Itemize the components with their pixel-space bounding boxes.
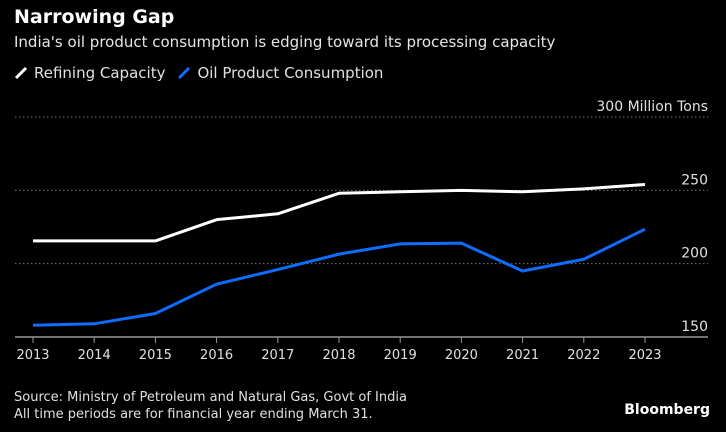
legend-label-consumption: Oil Product Consumption <box>197 64 384 82</box>
x-tick-label: 2014 <box>78 348 111 363</box>
legend-swatch-refining-icon <box>14 66 28 80</box>
x-tick-label: 2023 <box>628 348 661 363</box>
legend-item-consumption: Oil Product Consumption <box>177 64 383 82</box>
period-note: All time periods are for financial year … <box>14 407 373 422</box>
bloomberg-logo: Bloomberg <box>624 402 710 418</box>
source-note: Source: Ministry of Petroleum and Natura… <box>14 389 407 423</box>
x-tick-label: 2015 <box>139 348 172 363</box>
series-line-refining-capacity <box>33 182 646 243</box>
x-tick-label: 2016 <box>200 348 233 363</box>
legend: Refining Capacity Oil Product Consumptio… <box>14 64 395 82</box>
y-tick-label: 300 Million Tons <box>596 99 708 115</box>
legend-item-refining: Refining Capacity <box>14 64 165 82</box>
x-tick-label: 2022 <box>567 348 600 363</box>
y-tick-label: 250 <box>681 172 708 188</box>
x-tick-label: 2019 <box>384 348 417 363</box>
chart-subtitle: India's oil product consumption is edgin… <box>14 33 556 51</box>
x-tick-label: 2013 <box>16 348 49 363</box>
legend-swatch-consumption-icon <box>178 66 191 80</box>
chart-title: Narrowing Gap <box>14 6 175 28</box>
x-tick-label: 2020 <box>445 348 478 363</box>
legend-label-refining: Refining Capacity <box>34 64 166 82</box>
y-tick-label: 150 <box>681 319 708 335</box>
y-tick-label: 200 <box>681 246 708 262</box>
series-line-oil-product-consumption <box>32 227 646 327</box>
x-tick-label: 2018 <box>322 348 355 363</box>
x-tick-label: 2017 <box>261 348 294 363</box>
source-text: Source: Ministry of Petroleum and Natura… <box>14 390 407 405</box>
x-tick-label: 2021 <box>506 348 539 363</box>
